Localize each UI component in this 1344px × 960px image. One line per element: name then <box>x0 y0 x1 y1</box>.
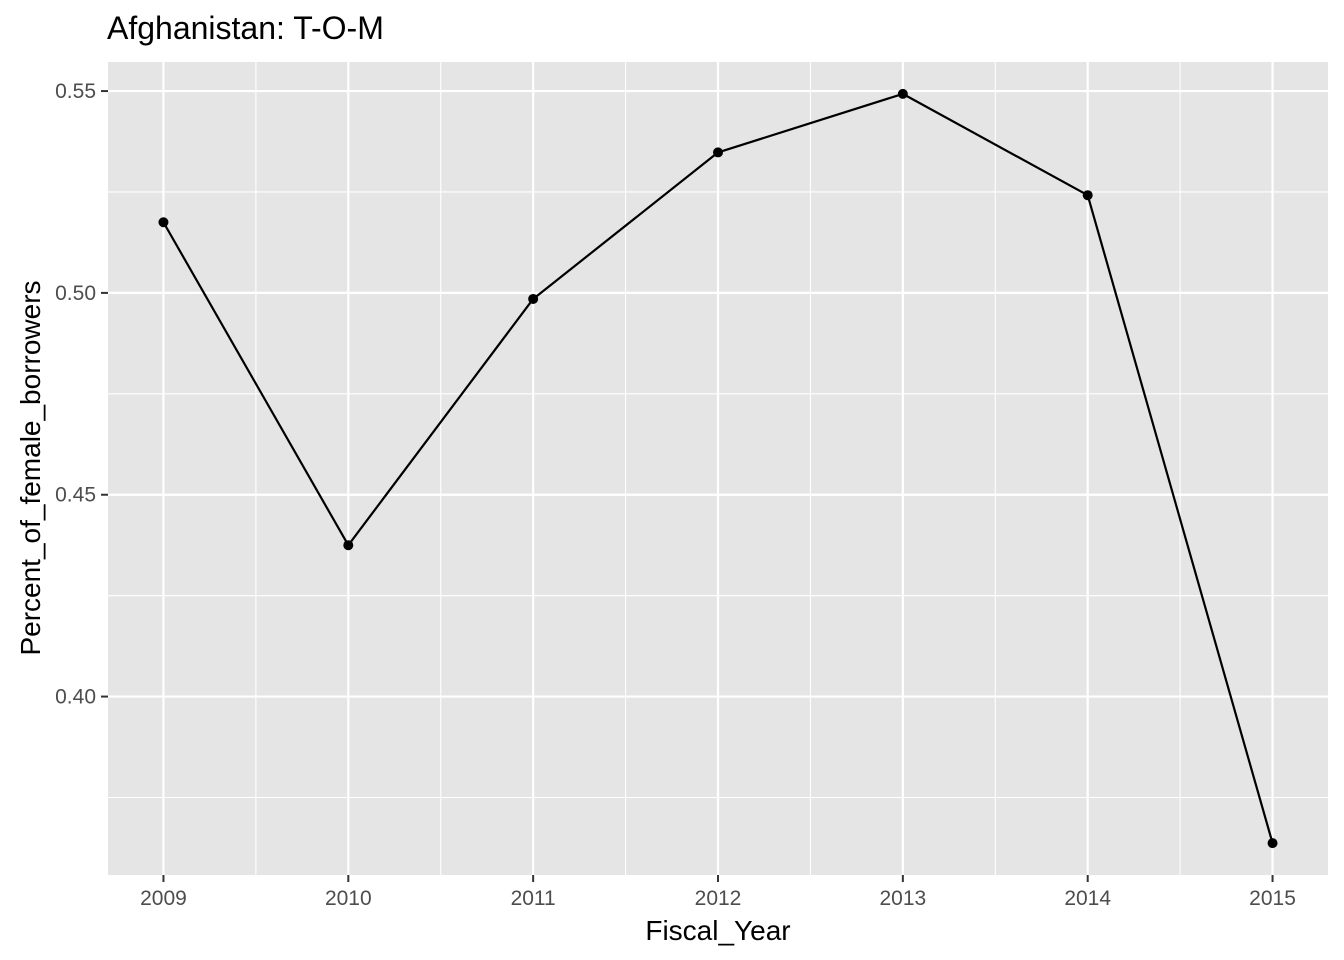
x-axis: 2009 2010 2011 2012 2013 2014 2015 <box>140 875 1296 910</box>
x-tick-label: 2010 <box>325 887 372 910</box>
x-tick-label: 2012 <box>695 887 742 910</box>
x-tick-label: 2013 <box>879 887 926 910</box>
y-axis-title: Percent_of_female_borrowers <box>15 280 46 655</box>
y-axis: 0.40 0.45 0.50 0.55 <box>55 80 108 709</box>
data-point <box>528 293 539 304</box>
data-point <box>713 147 723 158</box>
data-point <box>1267 838 1278 849</box>
x-tick-label: 2009 <box>140 887 187 910</box>
y-tick-label: 0.50 <box>55 282 96 305</box>
x-axis-title: Fiscal_Year <box>645 915 790 946</box>
major-grid <box>108 62 1328 875</box>
chart-title: Afghanistan: T-O-M <box>107 10 384 46</box>
data-point <box>1082 190 1093 201</box>
data-point <box>343 540 354 551</box>
y-tick-label: 0.40 <box>55 686 96 709</box>
x-tick-label: 2015 <box>1249 887 1296 910</box>
data-point <box>897 88 908 99</box>
y-tick-label: 0.45 <box>55 484 96 507</box>
y-tick-label: 0.55 <box>55 80 96 103</box>
x-tick-label: 2014 <box>1064 887 1111 910</box>
points-layer <box>158 88 1278 849</box>
data-point <box>158 217 169 228</box>
x-tick-label: 2011 <box>511 887 556 910</box>
